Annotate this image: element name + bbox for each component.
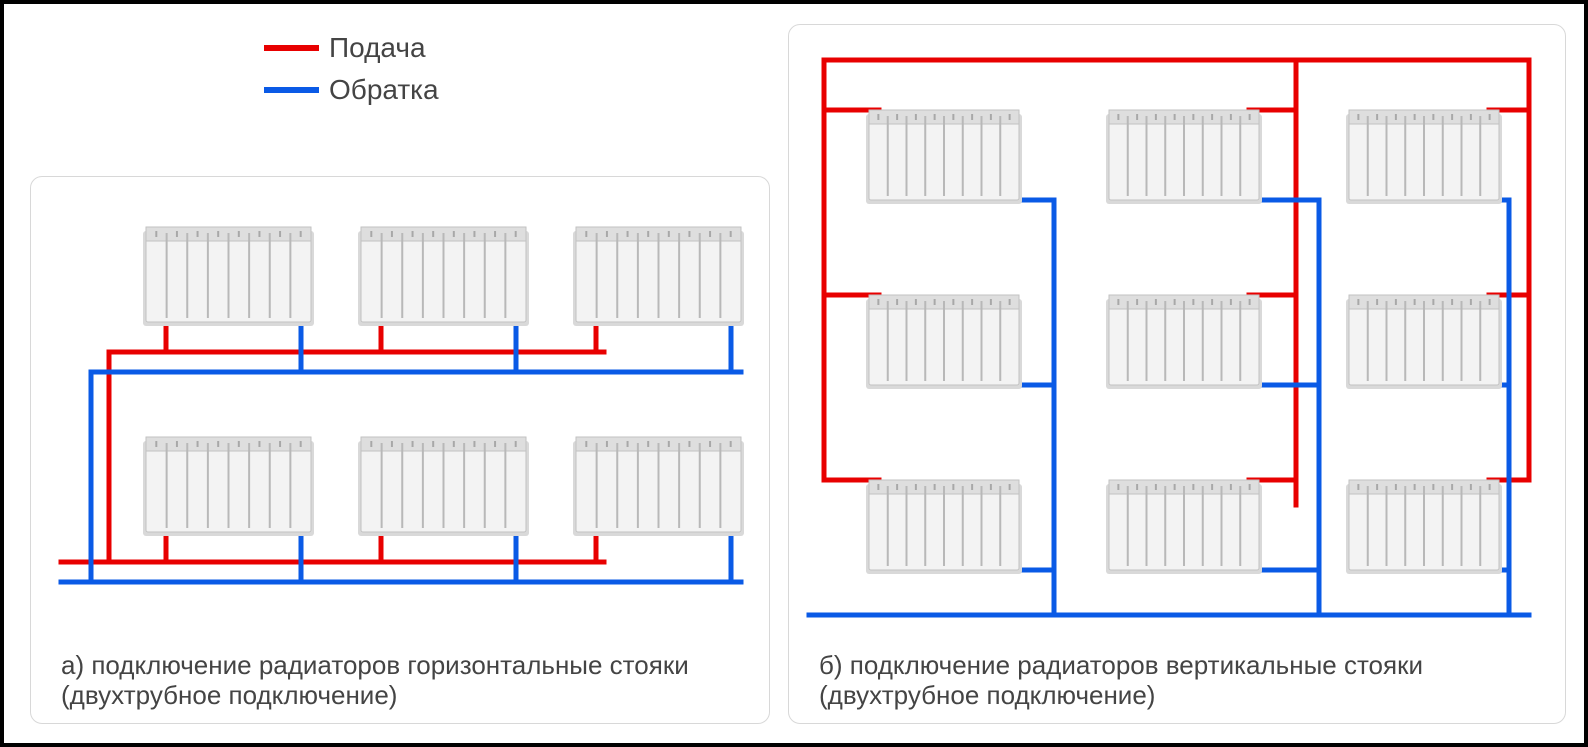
radiator <box>1106 295 1262 389</box>
radiator <box>1346 295 1502 389</box>
panel-b: б) подключение радиаторов вертикальные с… <box>788 24 1566 724</box>
panel-a: а) подключение радиаторов горизонтальные… <box>30 176 770 724</box>
legend-return: Обратка <box>264 74 439 106</box>
panel-b-svg <box>789 25 1565 645</box>
radiator <box>866 295 1022 389</box>
radiator <box>358 437 529 536</box>
legend-return-label: Обратка <box>329 74 439 106</box>
radiator <box>1106 480 1262 574</box>
radiator <box>1106 110 1262 204</box>
radiator <box>866 110 1022 204</box>
radiator <box>866 480 1022 574</box>
panel-a-svg <box>31 177 769 647</box>
panel-a-caption: а) подключение радиаторов горизонтальные… <box>61 651 739 711</box>
legend-supply: Подача <box>264 32 426 64</box>
radiator <box>358 227 529 326</box>
radiator <box>573 227 744 326</box>
radiator <box>1346 110 1502 204</box>
panel-b-caption: б) подключение радиаторов вертикальные с… <box>819 651 1535 711</box>
radiator <box>143 437 314 536</box>
radiator <box>143 227 314 326</box>
radiator <box>1346 480 1502 574</box>
diagram-frame: Подача Обратка а) подключение радиаторов… <box>0 0 1588 747</box>
legend-supply-swatch <box>264 45 319 51</box>
legend-supply-label: Подача <box>329 32 426 64</box>
legend-return-swatch <box>264 87 319 93</box>
radiator <box>573 437 744 536</box>
